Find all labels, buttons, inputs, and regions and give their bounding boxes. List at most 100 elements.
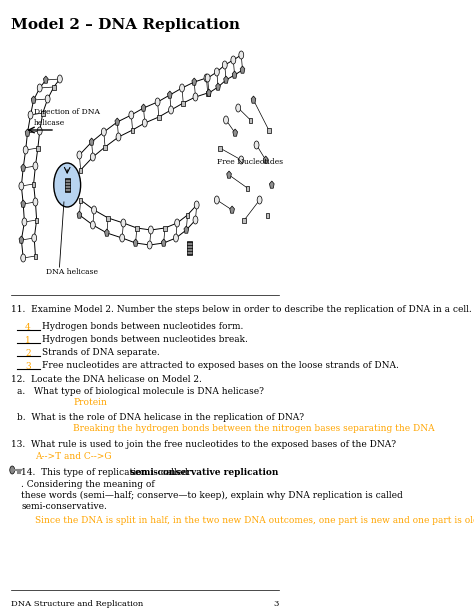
Text: Direction of DNA: Direction of DNA	[34, 108, 100, 116]
Text: 1: 1	[25, 336, 31, 345]
Circle shape	[19, 182, 24, 190]
Circle shape	[101, 128, 106, 136]
Text: Free Nucleotides: Free Nucleotides	[217, 158, 283, 166]
Polygon shape	[224, 76, 228, 83]
Text: Hydrogen bonds between nucleotides form.: Hydrogen bonds between nucleotides form.	[42, 322, 243, 331]
Bar	[79, 197, 82, 202]
Circle shape	[231, 56, 236, 64]
Polygon shape	[19, 236, 24, 243]
Circle shape	[54, 163, 81, 207]
Polygon shape	[184, 226, 189, 233]
Text: 14.  This type of replication is called: 14. This type of replication is called	[21, 468, 191, 477]
Bar	[32, 181, 36, 186]
Circle shape	[205, 74, 210, 82]
Text: Model 2 – DNA Replication: Model 2 – DNA Replication	[11, 18, 240, 32]
Circle shape	[129, 111, 134, 119]
Text: a.   What type of biological molecule is DNA helicase?: a. What type of biological molecule is D…	[17, 387, 264, 396]
Text: Hydrogen bonds between nucleotides break.: Hydrogen bonds between nucleotides break…	[42, 335, 247, 344]
Circle shape	[37, 127, 42, 135]
Bar	[186, 213, 189, 218]
Circle shape	[91, 153, 95, 161]
Circle shape	[91, 206, 97, 214]
Circle shape	[148, 226, 153, 234]
Circle shape	[57, 75, 62, 83]
Circle shape	[45, 95, 50, 103]
Polygon shape	[232, 71, 237, 78]
Circle shape	[214, 68, 219, 76]
Bar	[106, 216, 110, 221]
Text: Free nucleotides are attracted to exposed bases on the loose strands of DNA.: Free nucleotides are attracted to expose…	[42, 361, 399, 370]
Polygon shape	[233, 129, 237, 136]
Text: 4: 4	[25, 323, 31, 332]
Circle shape	[214, 196, 219, 204]
Circle shape	[236, 104, 241, 112]
Text: 2: 2	[25, 349, 31, 358]
Circle shape	[239, 51, 244, 59]
Polygon shape	[230, 206, 235, 213]
Circle shape	[175, 219, 180, 227]
Circle shape	[180, 84, 184, 92]
Polygon shape	[89, 138, 94, 145]
Text: 11.  Examine Model 2. Number the steps below in order to describe the replicatio: 11. Examine Model 2. Number the steps be…	[11, 305, 472, 314]
Polygon shape	[77, 211, 82, 218]
Circle shape	[91, 221, 95, 229]
Circle shape	[204, 74, 209, 82]
Bar	[248, 118, 252, 123]
Polygon shape	[251, 96, 256, 103]
Polygon shape	[264, 156, 268, 163]
Text: 3: 3	[25, 362, 31, 371]
Bar	[243, 218, 246, 223]
Bar	[157, 115, 161, 120]
Text: 3: 3	[273, 600, 279, 608]
Polygon shape	[21, 164, 26, 171]
Circle shape	[194, 201, 199, 209]
Bar	[135, 226, 139, 230]
Circle shape	[257, 196, 262, 204]
Bar	[163, 226, 167, 230]
Bar	[36, 145, 40, 151]
Text: Strands of DNA separate.: Strands of DNA separate.	[42, 348, 159, 357]
Polygon shape	[21, 200, 26, 207]
Circle shape	[22, 218, 27, 226]
Polygon shape	[270, 181, 274, 188]
Text: DNA helicase: DNA helicase	[46, 268, 98, 276]
Text: . Considering the meaning of: . Considering the meaning of	[21, 480, 155, 489]
Circle shape	[147, 241, 152, 249]
Text: 13.  What rule is used to join the free nucleotides to the exposed bases of the : 13. What rule is used to join the free n…	[11, 440, 396, 449]
Circle shape	[193, 93, 198, 101]
Circle shape	[33, 162, 38, 170]
Polygon shape	[207, 89, 211, 96]
Circle shape	[173, 234, 178, 242]
Bar	[246, 186, 249, 191]
Circle shape	[21, 254, 26, 262]
Text: semi-conservative.: semi-conservative.	[21, 502, 107, 511]
Bar	[131, 128, 134, 132]
Circle shape	[121, 219, 126, 227]
Circle shape	[224, 116, 228, 124]
Circle shape	[239, 156, 244, 164]
Bar	[182, 101, 185, 105]
Bar	[103, 145, 107, 150]
Polygon shape	[133, 239, 138, 246]
Polygon shape	[227, 171, 231, 178]
Polygon shape	[25, 129, 30, 136]
Circle shape	[33, 198, 38, 206]
Text: these words (semi—half; conserve—to keep), explain why DNA replication is called: these words (semi—half; conserve—to keep…	[21, 491, 403, 500]
Bar	[52, 85, 55, 89]
Bar	[79, 167, 82, 172]
Polygon shape	[44, 76, 48, 83]
Polygon shape	[240, 66, 245, 73]
Circle shape	[142, 119, 147, 127]
Circle shape	[254, 141, 259, 149]
Bar	[267, 128, 271, 132]
Text: b.  What is the role of DNA helicase in the replication of DNA?: b. What is the role of DNA helicase in t…	[17, 413, 304, 422]
Circle shape	[169, 106, 173, 114]
Circle shape	[77, 151, 82, 159]
Polygon shape	[31, 96, 36, 103]
Bar	[34, 254, 37, 259]
Circle shape	[37, 84, 42, 92]
Bar	[206, 91, 210, 96]
Circle shape	[116, 133, 121, 141]
Text: helicase: helicase	[34, 119, 65, 127]
Polygon shape	[216, 83, 220, 90]
